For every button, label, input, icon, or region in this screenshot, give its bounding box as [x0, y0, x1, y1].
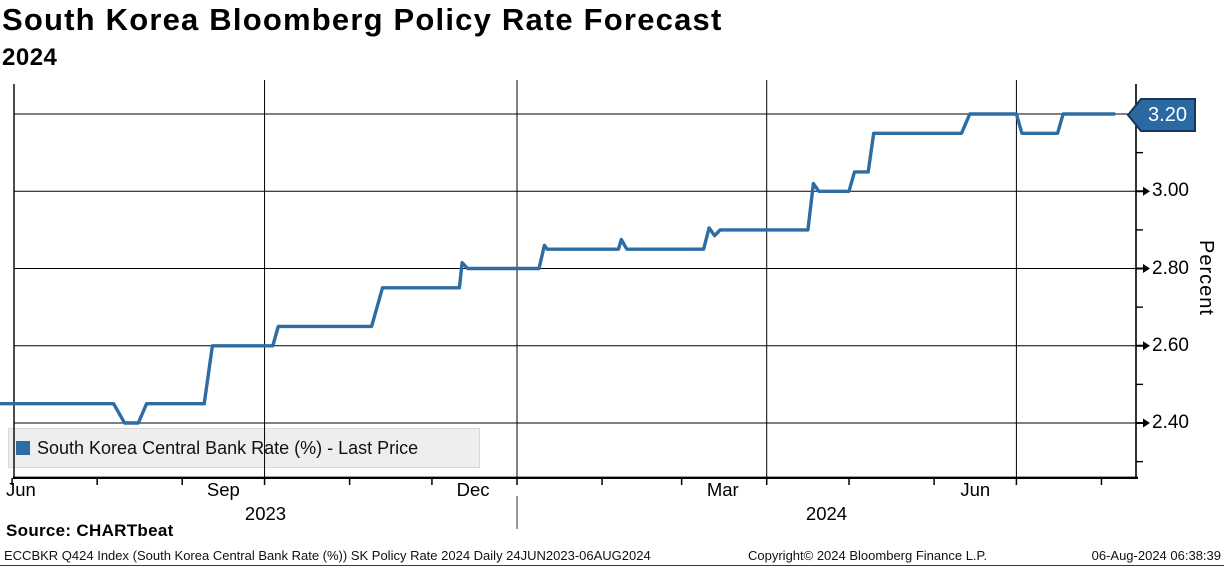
legend-label: South Korea Central Bank Rate (%) - Last… — [37, 437, 419, 458]
y-tick-label: 2.60 — [1152, 334, 1189, 356]
policy-rate-line — [0, 112, 1116, 425]
x-month-label: Sep — [206, 479, 240, 500]
x-month-label: Jun — [960, 479, 991, 500]
last-price-value: 3.20 — [1148, 104, 1187, 126]
y-tick-arrow-icon — [1143, 418, 1150, 428]
y-axis-title: Percent — [1195, 240, 1217, 316]
x-month-label: Dec — [456, 479, 490, 500]
flag-shape — [1126, 98, 1196, 132]
legend[interactable]: South Korea Central Bank Rate (%) - Last… — [8, 428, 480, 468]
y-tick-label: 2.80 — [1152, 257, 1189, 279]
x-year-label: 2024 — [805, 503, 848, 524]
page-subtitle: 2024 — [2, 44, 58, 71]
y-tick-arrow-icon — [1143, 341, 1150, 351]
footer-copyright: Copyright© 2024 Bloomberg Finance L.P. — [748, 548, 988, 563]
x-year-label: 2023 — [244, 503, 287, 524]
x-month-label: Mar — [706, 479, 739, 500]
last-price-flag[interactable] — [1124, 94, 1198, 136]
legend-marker-icon — [16, 441, 30, 455]
footer-timestamp: 06-Aug-2024 06:38:39 — [1091, 548, 1221, 563]
y-tick-label: 2.40 — [1152, 412, 1189, 433]
footer-ticker-info: ECCBKR Q424 Index (South Korea Central B… — [4, 548, 651, 563]
page-title: South Korea Bloomberg Policy Rate Foreca… — [2, 2, 723, 37]
y-tick-arrow-icon — [1143, 186, 1150, 196]
x-month-label: Jun — [6, 479, 36, 500]
y-tick-arrow-icon — [1143, 264, 1150, 273]
source-label: Source: CHARTbeat — [6, 521, 174, 540]
y-tick-label: 3.00 — [1152, 180, 1189, 202]
